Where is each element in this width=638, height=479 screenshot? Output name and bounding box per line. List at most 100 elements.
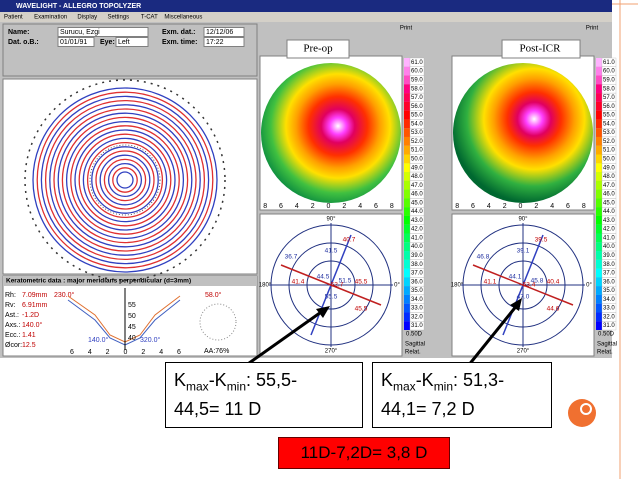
placido-ring — [112, 167, 138, 193]
polar-axis-label: 90° — [518, 217, 528, 223]
mini-rings — [199, 303, 237, 341]
placido-ring — [44, 99, 206, 261]
patient-name-label: Name: — [8, 29, 29, 36]
scale-value: 52.0 — [603, 139, 615, 145]
scale-value: 45.0 — [411, 200, 423, 206]
scale-swatch — [596, 242, 602, 252]
scale-swatch — [596, 84, 602, 94]
polar-value: 40.7 — [343, 237, 356, 244]
placido-ring — [82, 137, 168, 223]
scale-value: 38.0 — [411, 262, 423, 268]
scale-value: 59.0 — [411, 78, 423, 84]
scale-swatch — [596, 128, 602, 137]
kerato-cell: 1.41 — [22, 332, 36, 339]
scale-value: 54.0 — [411, 121, 423, 127]
scale-value: 35.0 — [603, 288, 615, 294]
scale-swatch — [596, 207, 602, 216]
placido-ring — [40, 95, 210, 265]
map-label: Post-ICR — [520, 43, 562, 55]
text: : 51,3- — [453, 370, 505, 390]
polar-value: 51.5 — [339, 278, 352, 285]
kerato-cell: 7.09mm — [22, 292, 47, 299]
meridian — [280, 264, 382, 306]
placido-ring — [70, 125, 180, 235]
text: : 55,5- — [246, 370, 298, 390]
scale-swatch — [596, 259, 602, 269]
scale-swatch — [404, 303, 410, 313]
scale-swatch — [404, 286, 410, 295]
scale-step: 0.50D — [598, 332, 615, 338]
kerato-cell: 6.91mm — [22, 302, 47, 309]
callout: Kmax-Kmin: 51,3- 44,1= 7,2 D — [372, 362, 552, 428]
polar-value: 41.5 — [325, 248, 338, 255]
text: 44,1= 7,2 D — [381, 398, 475, 419]
scale-value: 48.0 — [411, 174, 423, 180]
scale-swatch — [596, 312, 602, 322]
map-label: Pre-op — [303, 43, 333, 55]
scale-value: 50.0 — [411, 156, 423, 162]
scale-swatch — [596, 224, 602, 234]
scale-value: 35.0 — [411, 288, 423, 294]
scale-swatch — [404, 66, 410, 76]
scale-value: 60.0 — [411, 69, 423, 75]
placido-ring — [53, 108, 197, 252]
kerato-cell: 230.0° — [54, 291, 75, 299]
scale-swatch — [404, 58, 410, 67]
k: -K — [415, 370, 434, 390]
polar-value: 53.4 — [523, 282, 536, 289]
scale-kind: Sagittal — [405, 342, 425, 348]
scale-value: 45.0 — [603, 200, 615, 206]
scale-swatch — [596, 172, 602, 181]
scale-swatch — [596, 286, 602, 295]
scale-value: 34.0 — [603, 297, 615, 303]
scale-swatch — [404, 154, 410, 164]
kerato-cell: -1.2D — [22, 312, 39, 319]
scale-value: 32.0 — [603, 314, 615, 320]
polar-value: 46.8 — [477, 254, 490, 261]
scale-value: 49.0 — [411, 165, 423, 171]
placido-ring — [99, 154, 151, 206]
callout: Kmax-Kmin: 55,5- 44,5= 11 D — [165, 362, 363, 428]
patient-eye-label: Eye: — [100, 39, 115, 46]
polar-axis-label: 0° — [394, 283, 400, 289]
scale-swatch — [404, 145, 410, 155]
menu-item: Examination — [34, 15, 67, 21]
sub: max — [393, 379, 416, 394]
polar-value: 39.1 — [517, 248, 530, 255]
label-box — [501, 39, 581, 59]
placido-ring — [91, 146, 159, 214]
polar-axis-label: 90° — [326, 217, 336, 223]
scale-cell — [409, 321, 425, 331]
k: K — [381, 370, 394, 390]
scale-value: 40.0 — [603, 244, 615, 250]
scale-swatch — [596, 75, 602, 85]
scale-swatch — [404, 75, 410, 85]
field-box — [203, 27, 245, 37]
scale-swatch — [404, 251, 410, 260]
polar-axis-label: 180° — [259, 283, 272, 289]
scale-swatch — [596, 154, 602, 164]
sub: max — [186, 379, 209, 394]
scale-value: 56.0 — [411, 104, 423, 110]
dash-ring — [24, 79, 226, 281]
scale-value: 36.0 — [411, 279, 423, 285]
polar-value: 47.0 — [517, 294, 530, 301]
scale-swatch — [404, 294, 410, 304]
print-button: Print — [586, 26, 599, 32]
patient-exm-time: 17:22 — [206, 39, 224, 46]
scale-value: 53.0 — [603, 130, 615, 136]
scale-value: 55.0 — [411, 113, 423, 119]
menu-item: Miscellaneous — [164, 15, 202, 21]
polar-value: 44.5 — [317, 274, 330, 281]
label-box — [286, 39, 350, 59]
meridian — [472, 264, 574, 306]
scale-value: 58.0 — [411, 86, 423, 92]
patient-name: Surucu, Ezgi — [60, 29, 100, 36]
scale-kind: Sagittal — [597, 342, 617, 348]
kerato-ytick: 55 — [128, 302, 136, 309]
placido-ring — [86, 141, 164, 219]
scale-value: 47.0 — [411, 183, 423, 189]
placido-ring — [49, 104, 201, 256]
scale-swatch — [596, 233, 602, 243]
